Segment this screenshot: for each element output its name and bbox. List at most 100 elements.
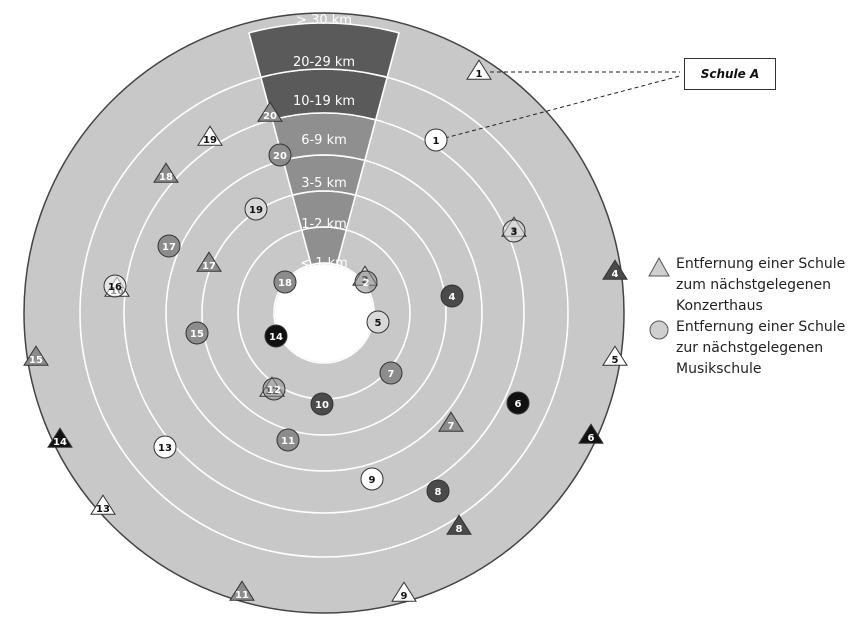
concert-hall-marker-6: 6 [578, 423, 604, 444]
music-school-marker-12: 12 [262, 377, 286, 401]
concert-hall-marker-label: 18 [159, 172, 173, 183]
circle-icon [103, 274, 127, 298]
callout-connectors [444, 71, 681, 139]
band-label-5: 10-19 km [293, 94, 355, 109]
music-school-marker-label: 17 [162, 242, 176, 253]
music-school-marker-label: 15 [190, 329, 204, 340]
music-school-marker-label: 2 [363, 278, 370, 289]
circle-icon [157, 234, 181, 258]
circle-icon [649, 320, 669, 340]
circle-icon [506, 391, 530, 415]
music-school-marker-label: 4 [449, 292, 456, 303]
concert-hall-marker-label: 14 [53, 437, 67, 448]
triangle-icon [23, 345, 49, 366]
music-school-marker-20: 20 [268, 143, 292, 167]
music-school-marker-14: 14 [264, 324, 288, 348]
legend-item-concert-hall: Entfernung einer Schule zum nächstgelege… [648, 254, 858, 317]
circle-icon [426, 479, 450, 503]
music-school-marker-9: 9 [360, 467, 384, 491]
concert-hall-marker-9: 9 [391, 581, 417, 602]
music-school-marker-8: 8 [426, 479, 450, 503]
triangle-icon [90, 494, 116, 515]
circle-icon [262, 377, 286, 401]
concert-hall-marker-14: 14 [47, 427, 73, 448]
legend-text-music-school: Entfernung einer Schule zur nächstgelege… [676, 319, 846, 377]
music-school-marker-2: 2 [354, 270, 378, 294]
concert-hall-marker-7: 7 [438, 411, 464, 432]
school-markers: 1234567891112131415161718192012345678910… [23, 59, 628, 602]
concert-hall-marker-label: 13 [96, 504, 110, 515]
circle-icon [354, 270, 378, 294]
circle-icon [310, 392, 334, 416]
concert-hall-marker-13: 13 [90, 494, 116, 515]
music-school-marker-15: 15 [185, 321, 209, 345]
callout-label: Schule A [700, 67, 760, 81]
music-school-marker-label: 13 [158, 443, 172, 454]
circle-icon [273, 270, 297, 294]
music-school-marker-6: 6 [506, 391, 530, 415]
music-school-marker-label: 12 [267, 385, 281, 396]
music-school-marker-11: 11 [276, 428, 300, 452]
legend-text-concert-hall: Entfernung einer Schule zum nächstgelege… [676, 256, 846, 314]
wedge-center-cover [275, 264, 373, 362]
band-label-3: 3-5 km [301, 176, 347, 191]
music-school-marker-label: 9 [369, 475, 376, 486]
music-school-marker-10: 10 [310, 392, 334, 416]
concert-hall-marker-11: 11 [229, 580, 255, 601]
concert-hall-marker-18: 18 [153, 162, 179, 183]
concert-hall-marker-label: 19 [203, 135, 217, 146]
music-school-marker-label: 20 [273, 151, 287, 162]
music-school-marker-label: 11 [281, 436, 295, 447]
concert-hall-marker-19: 19 [197, 125, 223, 146]
music-school-marker-label: 1 [433, 136, 440, 147]
concert-hall-marker-label: 8 [456, 524, 463, 535]
concert-hall-marker-4: 4 [602, 259, 628, 280]
circle-icon [440, 284, 464, 308]
music-school-marker-label: 5 [375, 318, 382, 329]
music-school-marker-19: 19 [244, 197, 268, 221]
music-school-marker-label: 19 [249, 205, 263, 216]
wedge-band-7 [247, 22, 401, 79]
triangle-icon [47, 427, 73, 448]
circle-icon [268, 143, 292, 167]
legend: Entfernung einer Schule zum nächstgelege… [648, 254, 858, 380]
music-school-marker-label: 7 [388, 369, 395, 380]
legend-item-music-school: Entfernung einer Schule zur nächstgelege… [648, 317, 858, 380]
triangle-icon [391, 581, 417, 602]
triangle-icon [257, 101, 283, 122]
music-school-marker-1: 1 [424, 128, 448, 152]
circle-icon [502, 219, 526, 243]
band-label-2: 1-2 km [301, 217, 347, 232]
music-school-marker-13: 13 [153, 435, 177, 459]
circle-icon [264, 324, 288, 348]
concert-hall-marker-label: 7 [448, 421, 455, 432]
callout-schule-a: Schule A [684, 58, 776, 90]
triangle-icon [153, 162, 179, 183]
music-school-marker-7: 7 [379, 361, 403, 385]
music-school-marker-4: 4 [440, 284, 464, 308]
concert-hall-marker-label: 6 [588, 433, 595, 444]
concert-hall-marker-label: 5 [612, 355, 619, 366]
music-school-marker-label: 8 [435, 487, 442, 498]
band-label-4: 6-9 km [301, 133, 347, 148]
concert-hall-marker-17: 17 [196, 251, 222, 272]
circle-icon [360, 467, 384, 491]
circle-icon [153, 435, 177, 459]
concert-hall-marker-label: 11 [235, 590, 249, 601]
music-school-marker-18: 18 [273, 270, 297, 294]
concert-hall-marker-20: 20 [257, 101, 283, 122]
music-school-marker-label: 10 [315, 400, 329, 411]
triangle-icon [602, 345, 628, 366]
circle-icon [276, 428, 300, 452]
concert-hall-marker-label: 4 [612, 269, 619, 280]
connector-line-music-school [444, 75, 681, 139]
music-school-marker-5: 5 [366, 310, 390, 334]
triangle-icon [446, 514, 472, 535]
music-school-marker-17: 17 [157, 234, 181, 258]
triangle-icon [648, 256, 670, 277]
concert-hall-marker-5: 5 [602, 345, 628, 366]
concert-hall-marker-label: 20 [263, 111, 277, 122]
band-label-6: 20-29 km [293, 55, 355, 70]
circle-icon [366, 310, 390, 334]
